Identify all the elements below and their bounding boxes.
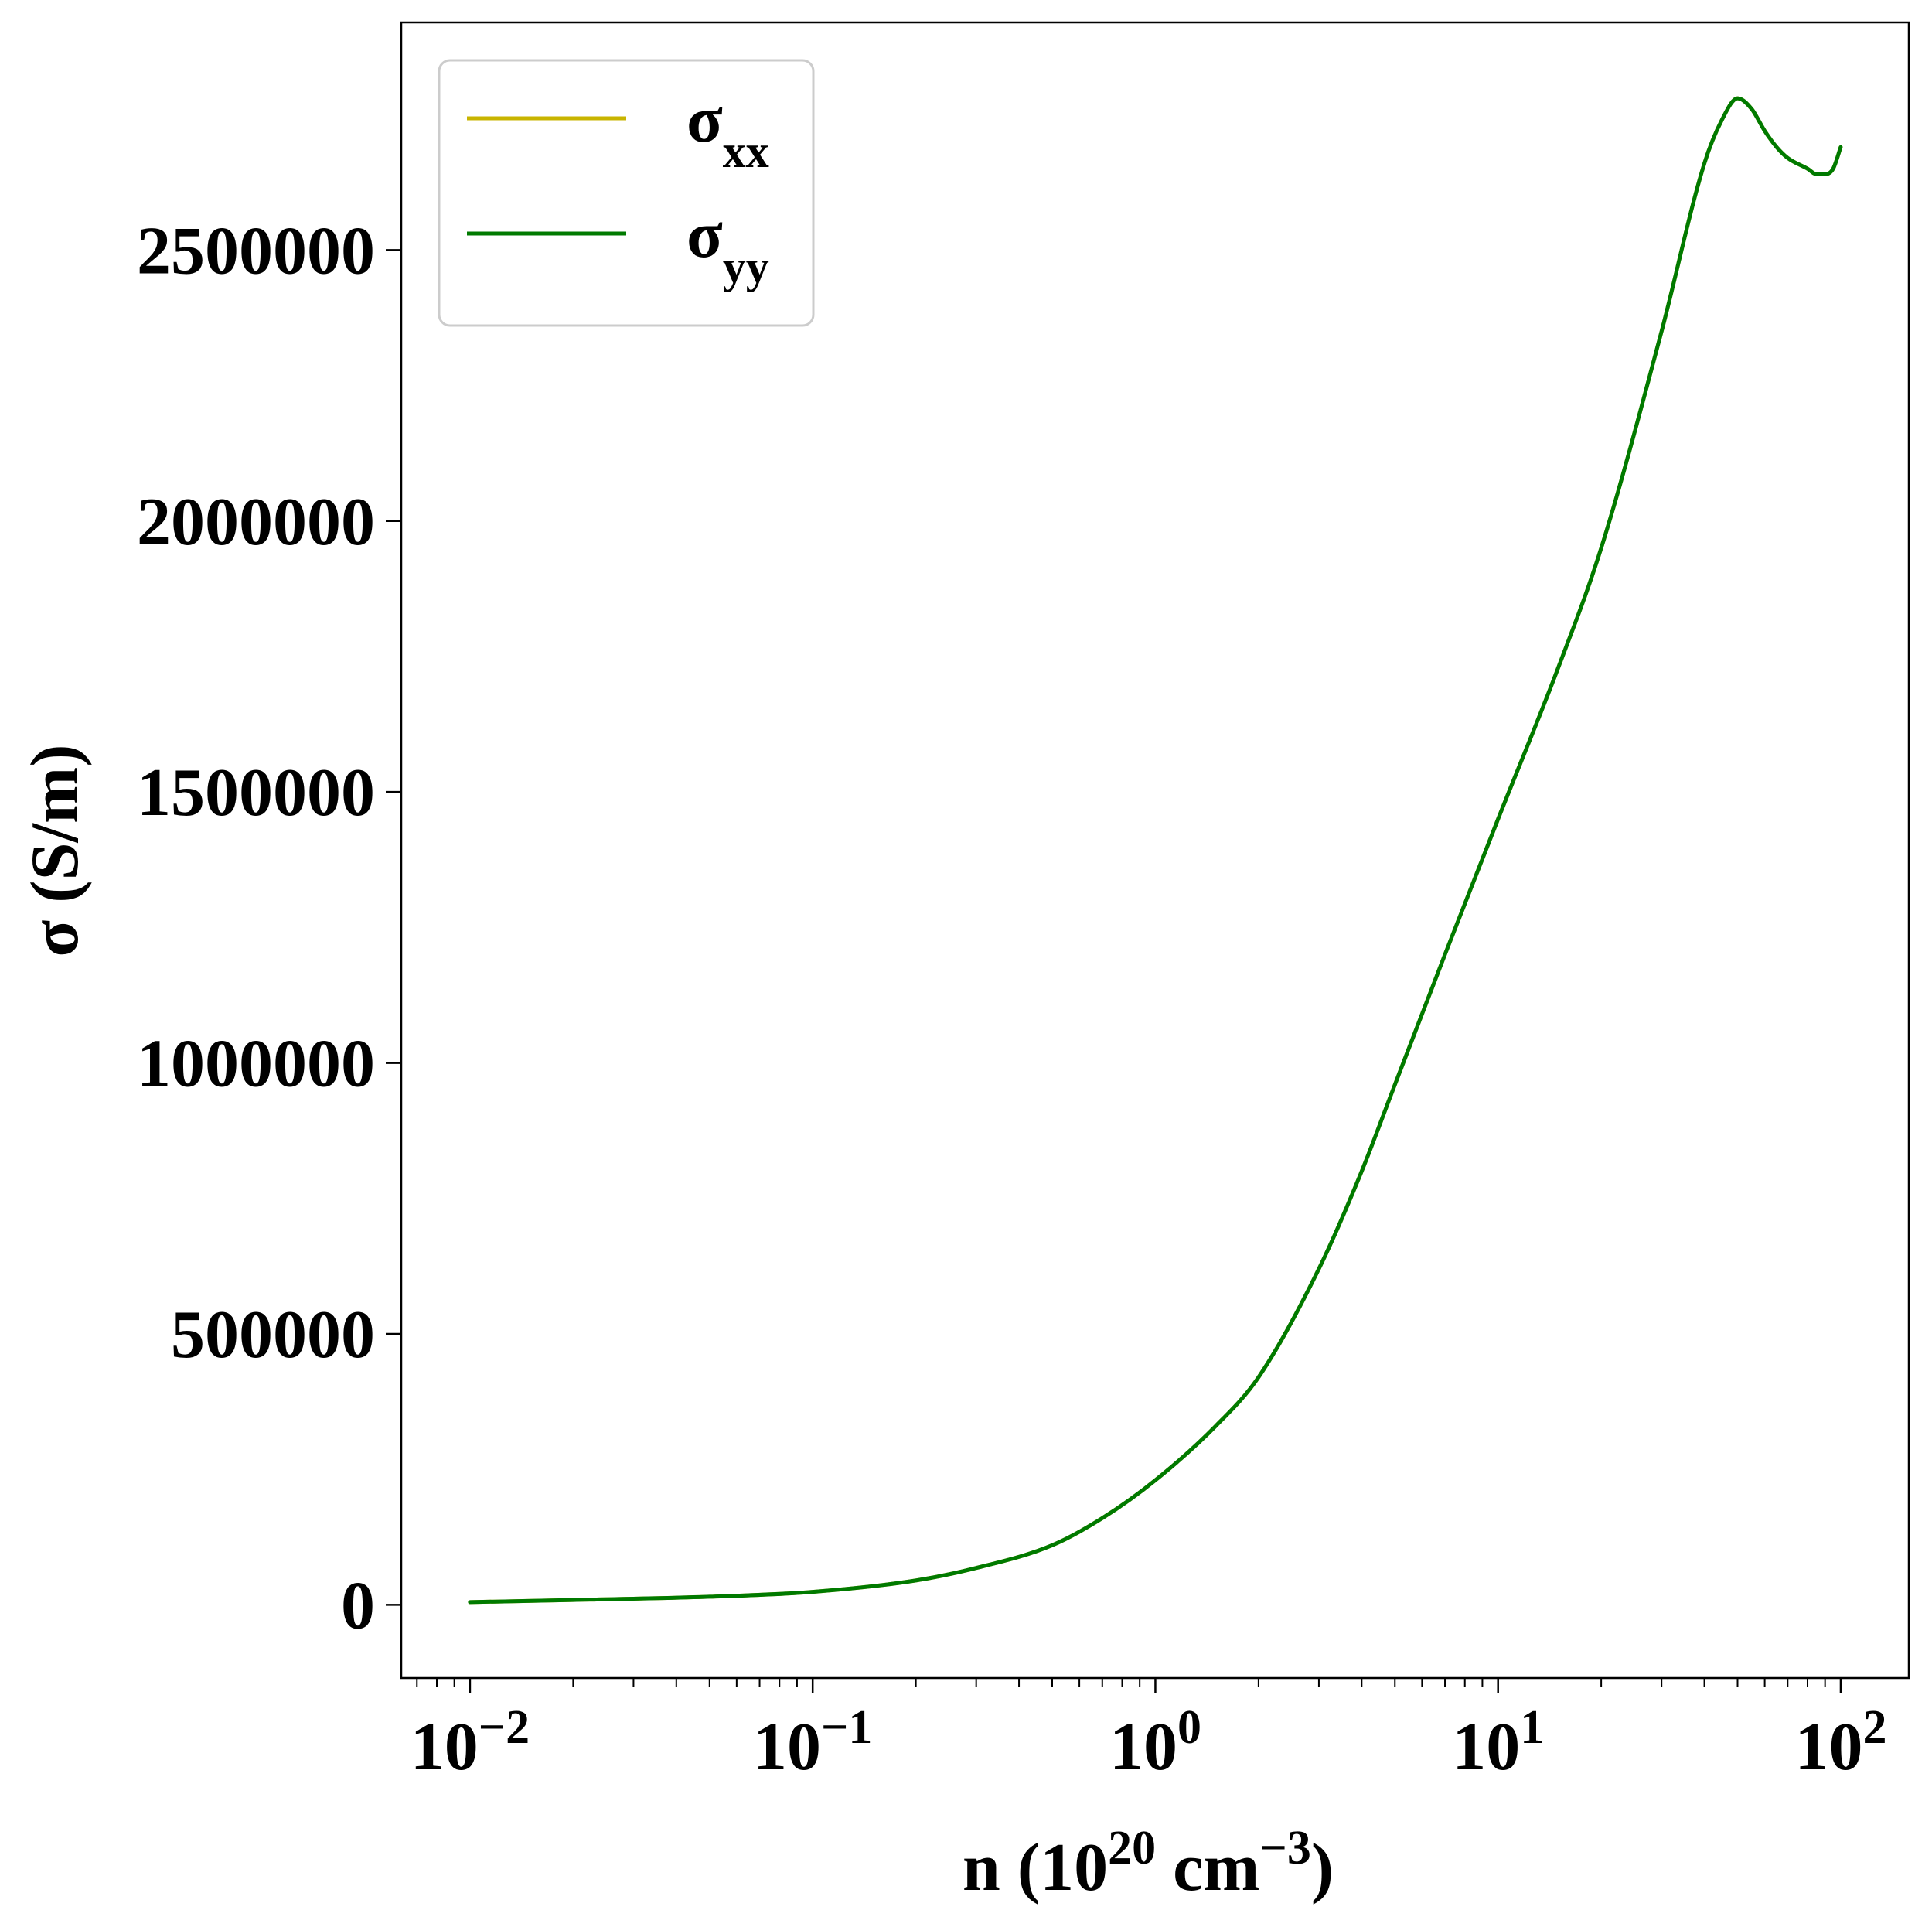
legend-box xyxy=(438,59,815,327)
x-axis-title-exp1: 20 xyxy=(1108,1822,1156,1874)
x-axis-title-mid: cm xyxy=(1156,1830,1259,1905)
legend-label-sigma-yy-sub: yy xyxy=(723,241,769,292)
y-tick-label: 500000 xyxy=(171,1298,375,1373)
y-tick-label: 2000000 xyxy=(137,485,375,560)
x-axis-title: n (1020 cm−3) xyxy=(963,1822,1334,1905)
x-axis-ticks: 10−2 10−1 100 101 102 xyxy=(411,1678,1886,1785)
y-axis-title: σ (S/m) xyxy=(18,744,93,957)
x-tick-label: 100 xyxy=(1109,1701,1201,1785)
y-tick-label: 1500000 xyxy=(137,755,375,830)
legend-label-sigma-xx: σxx xyxy=(687,82,769,177)
x-tick-label: 101 xyxy=(1452,1701,1544,1785)
y-axis-ticks: 0 500000 1000000 1500000 2000000 2500000 xyxy=(137,213,401,1643)
series-line-1 xyxy=(468,96,1843,1605)
y-tick-label: 1000000 xyxy=(137,1027,375,1102)
series-layer xyxy=(468,96,1843,1605)
legend-label-sigma-yy: σyy xyxy=(687,197,769,292)
y-tick-label: 2500000 xyxy=(137,213,375,288)
x-axis-title-base: n (10 xyxy=(963,1830,1108,1905)
legend-label-sigma-yy-symbol: σ xyxy=(687,197,723,271)
legend: σxx σyy xyxy=(438,59,815,327)
legend-label-sigma-xx-symbol: σ xyxy=(687,82,723,156)
x-axis-title-exp2: −3 xyxy=(1259,1822,1310,1874)
legend-label-sigma-xx-sub: xx xyxy=(723,126,769,177)
x-tick-label: 10−2 xyxy=(411,1701,530,1785)
y-tick-label: 0 xyxy=(341,1568,375,1643)
x-tick-label: 10−1 xyxy=(753,1701,872,1785)
x-tick-label: 102 xyxy=(1794,1701,1886,1785)
x-axis-title-end: ) xyxy=(1311,1830,1334,1905)
